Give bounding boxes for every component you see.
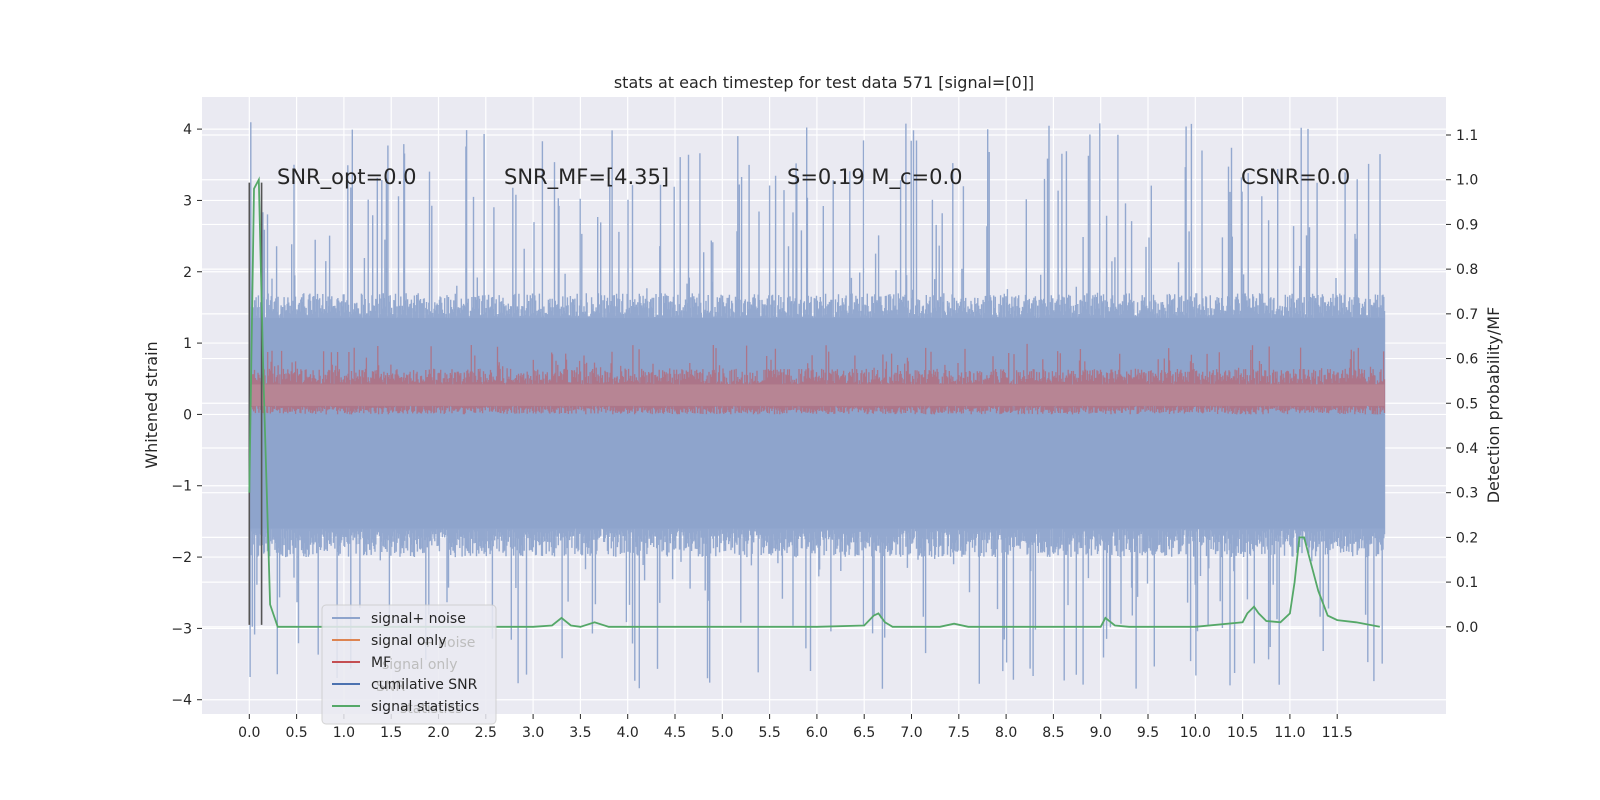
legend-label-signal-only: signal only: [371, 633, 446, 649]
y2-tick-label: 0.2: [1456, 530, 1478, 546]
x-tick-label: 11.5: [1322, 725, 1353, 741]
legend-ghost-text: signal only: [382, 657, 457, 673]
legend-label-cumulative-snr: cumilative SNR: [371, 677, 478, 693]
x-tick-label: 1.5: [380, 725, 402, 741]
x-tick-label: 0.5: [285, 725, 307, 741]
legend: + noise signal only SNR statistics signa…: [321, 604, 497, 725]
y2-tick-label: 0.7: [1456, 307, 1478, 323]
y-axis-label: Whitened strain: [142, 341, 161, 468]
annotation-snr-opt: SNR_opt=0.0: [277, 165, 417, 190]
legend-label-signal-statistics: signal statistics: [371, 699, 479, 715]
x-tick-label: 3.0: [522, 725, 544, 741]
x-tick-label: 8.0: [995, 725, 1017, 741]
y2-tick-label: 0.0: [1456, 620, 1478, 636]
x-tick-label: 8.5: [1042, 725, 1064, 741]
x-tick-label: 2.5: [475, 725, 497, 741]
y2-axis-label: Detection probability/MF: [1484, 307, 1503, 504]
x-tick-label: 7.0: [900, 725, 922, 741]
y2-tick-label: 0.1: [1456, 575, 1478, 591]
x-tick-label: 2.0: [427, 725, 449, 741]
x-tick-label: 6.5: [853, 725, 875, 741]
y2-tick-label: 0.9: [1456, 217, 1478, 233]
legend-ghost-text: statistics: [400, 701, 462, 717]
y-tick-label: −2: [171, 550, 192, 566]
y2-tick-label: 0.4: [1456, 441, 1478, 457]
y-tick-label: 3: [183, 193, 192, 209]
x-tick-label: 9.0: [1090, 725, 1112, 741]
y-tick-label: −3: [171, 621, 192, 637]
y2-tick-label: 0.6: [1456, 352, 1478, 368]
legend-ghost-layer: + noise signal only SNR statistics: [376, 635, 475, 717]
x-tick-label: 10.0: [1180, 725, 1211, 741]
legend-label-mf: MF: [371, 655, 391, 671]
legend-ghost-text: + noise: [422, 635, 475, 651]
y-tick-label: −1: [171, 479, 192, 495]
y-axis-ticks: 4 3 2 1 0 −1 −2 −3 −4: [171, 122, 202, 709]
y-tick-label: 1: [183, 336, 192, 352]
x-tick-label: 3.5: [569, 725, 591, 741]
y2-tick-label: 0.3: [1456, 486, 1478, 502]
x-tick-label: 4.5: [664, 725, 686, 741]
legend-box: [321, 604, 497, 725]
y-tick-label: −4: [171, 693, 192, 709]
x-tick-label: 6.0: [806, 725, 828, 741]
chart-title: stats at each timestep for test data 571…: [614, 73, 1034, 92]
annotation-snr-mf: SNR_MF=[4.35]: [504, 165, 669, 190]
x-tick-label: 9.5: [1137, 725, 1159, 741]
x-tick-label: 5.5: [758, 725, 780, 741]
y-tick-label: 0: [183, 407, 192, 423]
y-tick-label: 2: [183, 265, 192, 281]
y2-tick-label: 1.0: [1456, 173, 1478, 189]
x-tick-label: 5.0: [711, 725, 733, 741]
series-layer: [248, 122, 1386, 689]
x-axis-ticks: 0.0 0.5 1.0 1.5 2.0 2.5 3.0 3.5 4.0 4.5 5.0 5.5 6.0 6…: [238, 714, 1353, 741]
annotation-csnr: CSNR=0.0: [1241, 165, 1350, 189]
legend-ghost-text: SNR: [376, 679, 405, 695]
y2-axis-ticks: 1.1 1.0 0.9 0.8 0.7 0.6 0.5 0.4 0.3 0.2 0.1 0.0: [1446, 128, 1478, 636]
series-signal-noise-core: [249, 318, 1385, 529]
x-tick-label: 7.5: [948, 725, 970, 741]
y2-tick-label: 0.8: [1456, 262, 1478, 278]
x-tick-label: 10.5: [1227, 725, 1258, 741]
x-tick-label: 4.0: [617, 725, 639, 741]
series-mf-core: [249, 384, 1385, 406]
legend-label-signal-noise: signal+ noise: [371, 611, 466, 627]
y2-tick-label: 1.1: [1456, 128, 1478, 144]
x-tick-label: 0.0: [238, 725, 260, 741]
x-tick-label: 1.0: [333, 725, 355, 741]
annotation-s-mc: S=0.19 M_c=0.0: [787, 165, 963, 190]
y2-tick-label: 0.5: [1456, 396, 1478, 412]
x-tick-label: 11.0: [1274, 725, 1305, 741]
y-tick-label: 4: [183, 122, 192, 138]
